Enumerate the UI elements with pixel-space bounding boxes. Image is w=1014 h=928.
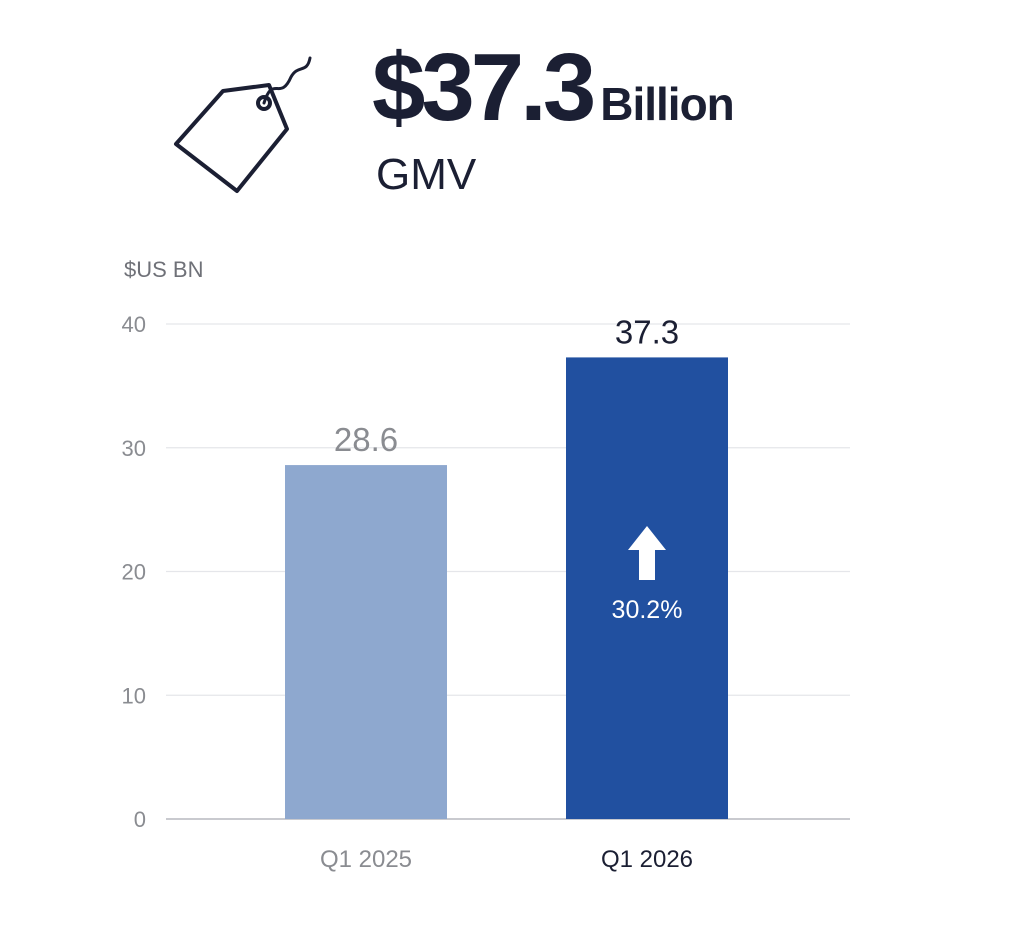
- gmv-amount: $37.3: [372, 34, 596, 141]
- y-tick-label: 40: [122, 312, 146, 337]
- x-category-label: Q1 2026: [601, 846, 693, 873]
- up-arrow-icon: [628, 526, 666, 580]
- hero-summary: $37.3 Billion GMV: [0, 0, 1014, 210]
- headline-value: $37.3 Billion: [372, 40, 735, 136]
- price-tag-icon: [174, 56, 312, 193]
- metric-label: GMV: [376, 150, 477, 199]
- y-tick-label: 20: [122, 560, 146, 585]
- bar-1: [285, 465, 447, 819]
- bar-2: [566, 357, 728, 819]
- chart-canvas: $US BN 0 10 20 30 40 28.6 Q1 2025 37.3 Q1 2026 30.…: [122, 257, 850, 873]
- bar-value-label: 28.6: [334, 421, 398, 458]
- y-tick-label: 10: [122, 683, 146, 708]
- y-tick-label: 30: [122, 436, 146, 461]
- x-category-label: Q1 2025: [320, 846, 412, 873]
- y-tick-label: 0: [134, 807, 146, 832]
- gmv-unit: Billion: [600, 78, 735, 130]
- bar-value-label: 37.3: [615, 313, 679, 350]
- gmv-bar-chart: $US BN 0 10 20 30 40 28.6 Q1 2025 37.3 Q1 2026 30.…: [0, 240, 1014, 900]
- y-unit-label: $US BN: [124, 257, 203, 282]
- growth-percentage-label: 30.2%: [612, 596, 683, 624]
